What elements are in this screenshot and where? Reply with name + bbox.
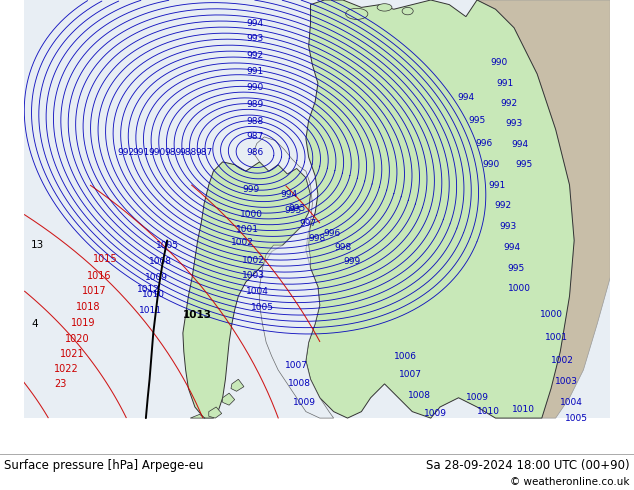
Polygon shape <box>306 0 574 418</box>
Text: 1016: 1016 <box>87 270 112 281</box>
Text: 995: 995 <box>507 264 524 273</box>
Text: 1000: 1000 <box>508 284 531 293</box>
Text: 998: 998 <box>334 244 351 252</box>
Text: 999: 999 <box>344 257 361 266</box>
Text: 1008: 1008 <box>408 392 431 400</box>
Text: 1000: 1000 <box>240 210 263 219</box>
Text: 1008: 1008 <box>149 257 172 266</box>
Text: 997: 997 <box>299 220 316 228</box>
Polygon shape <box>183 162 311 418</box>
Text: 1003: 1003 <box>555 377 578 386</box>
Text: 991: 991 <box>247 67 264 76</box>
Text: 1012: 1012 <box>137 285 160 294</box>
Text: 993: 993 <box>505 120 522 128</box>
Text: 988: 988 <box>180 148 197 157</box>
Text: 995: 995 <box>469 116 486 125</box>
Text: 989: 989 <box>164 148 181 157</box>
Text: 1005: 1005 <box>251 303 274 312</box>
Text: 990: 990 <box>148 148 165 157</box>
Text: 992: 992 <box>501 99 518 108</box>
Text: 1013: 1013 <box>183 310 212 319</box>
Text: 994: 994 <box>503 244 521 252</box>
Text: 1006: 1006 <box>394 352 417 361</box>
Text: 994: 994 <box>457 93 474 101</box>
Text: 1005: 1005 <box>564 414 588 422</box>
Text: 991: 991 <box>489 180 506 190</box>
Text: 1010: 1010 <box>142 290 165 298</box>
Text: 1020: 1020 <box>65 334 90 343</box>
Text: 1004: 1004 <box>247 287 269 296</box>
Text: 4: 4 <box>31 319 38 329</box>
Text: 1008: 1008 <box>288 379 311 389</box>
Text: 1017: 1017 <box>82 286 107 296</box>
Polygon shape <box>209 407 222 418</box>
Text: 1021: 1021 <box>60 349 84 359</box>
Text: 13: 13 <box>31 240 44 250</box>
Text: 991: 991 <box>133 148 150 157</box>
Polygon shape <box>253 137 333 418</box>
Text: 998: 998 <box>308 234 326 243</box>
Text: 986: 986 <box>247 148 264 157</box>
Text: 995: 995 <box>284 206 302 216</box>
Text: 988: 988 <box>247 117 264 125</box>
Text: 1015: 1015 <box>93 254 117 264</box>
Text: 990: 990 <box>482 160 500 169</box>
Text: 990: 990 <box>491 58 508 68</box>
Text: 1002: 1002 <box>551 356 574 365</box>
Text: 1007: 1007 <box>399 370 422 379</box>
Text: 1005: 1005 <box>156 241 179 249</box>
Text: 1003: 1003 <box>242 271 264 280</box>
Text: 1001: 1001 <box>236 225 259 234</box>
Text: 995: 995 <box>515 160 533 169</box>
Text: Sa 28-09-2024 18:00 UTC (00+90): Sa 28-09-2024 18:00 UTC (00+90) <box>427 459 630 472</box>
Text: 989: 989 <box>247 100 264 109</box>
Text: 1009: 1009 <box>424 409 447 418</box>
Text: © weatheronline.co.uk: © weatheronline.co.uk <box>510 477 630 487</box>
Text: 1009: 1009 <box>292 398 316 407</box>
Text: 1009: 1009 <box>145 273 167 282</box>
Ellipse shape <box>402 7 413 15</box>
Text: 1022: 1022 <box>54 364 79 374</box>
Text: 987: 987 <box>247 132 264 142</box>
Text: 1011: 1011 <box>139 306 162 315</box>
Text: 991: 991 <box>496 79 514 88</box>
Text: 1009: 1009 <box>465 393 489 402</box>
Text: 1010: 1010 <box>512 405 534 414</box>
Text: 992: 992 <box>495 201 512 210</box>
Text: 1000: 1000 <box>540 310 562 319</box>
Text: Surface pressure [hPa] Arpege-eu: Surface pressure [hPa] Arpege-eu <box>4 459 204 472</box>
Text: 1010: 1010 <box>477 407 500 416</box>
Text: 990: 990 <box>247 83 264 93</box>
Text: 993: 993 <box>499 222 516 231</box>
Polygon shape <box>190 415 205 418</box>
Text: 1019: 1019 <box>71 318 95 328</box>
Text: 996: 996 <box>323 229 340 238</box>
Text: 995: 995 <box>288 204 306 213</box>
Text: 999: 999 <box>243 185 260 194</box>
Text: 992: 992 <box>247 51 264 60</box>
Text: 992: 992 <box>117 148 134 157</box>
Text: 1002: 1002 <box>231 238 254 247</box>
Text: 1002: 1002 <box>242 256 264 266</box>
Text: 1018: 1018 <box>76 302 101 312</box>
Polygon shape <box>231 379 244 392</box>
Text: 994: 994 <box>511 140 528 149</box>
Text: 1001: 1001 <box>545 333 568 342</box>
Text: 994: 994 <box>281 190 298 199</box>
Ellipse shape <box>346 8 368 20</box>
Text: 1007: 1007 <box>285 361 308 370</box>
Text: 987: 987 <box>195 148 213 157</box>
Text: 996: 996 <box>476 139 493 148</box>
Text: 1004: 1004 <box>560 398 583 407</box>
Text: 994: 994 <box>247 19 264 27</box>
Polygon shape <box>223 393 235 405</box>
Polygon shape <box>477 0 611 418</box>
Ellipse shape <box>377 4 392 11</box>
Text: 993: 993 <box>247 34 264 43</box>
Text: 23: 23 <box>55 379 67 389</box>
